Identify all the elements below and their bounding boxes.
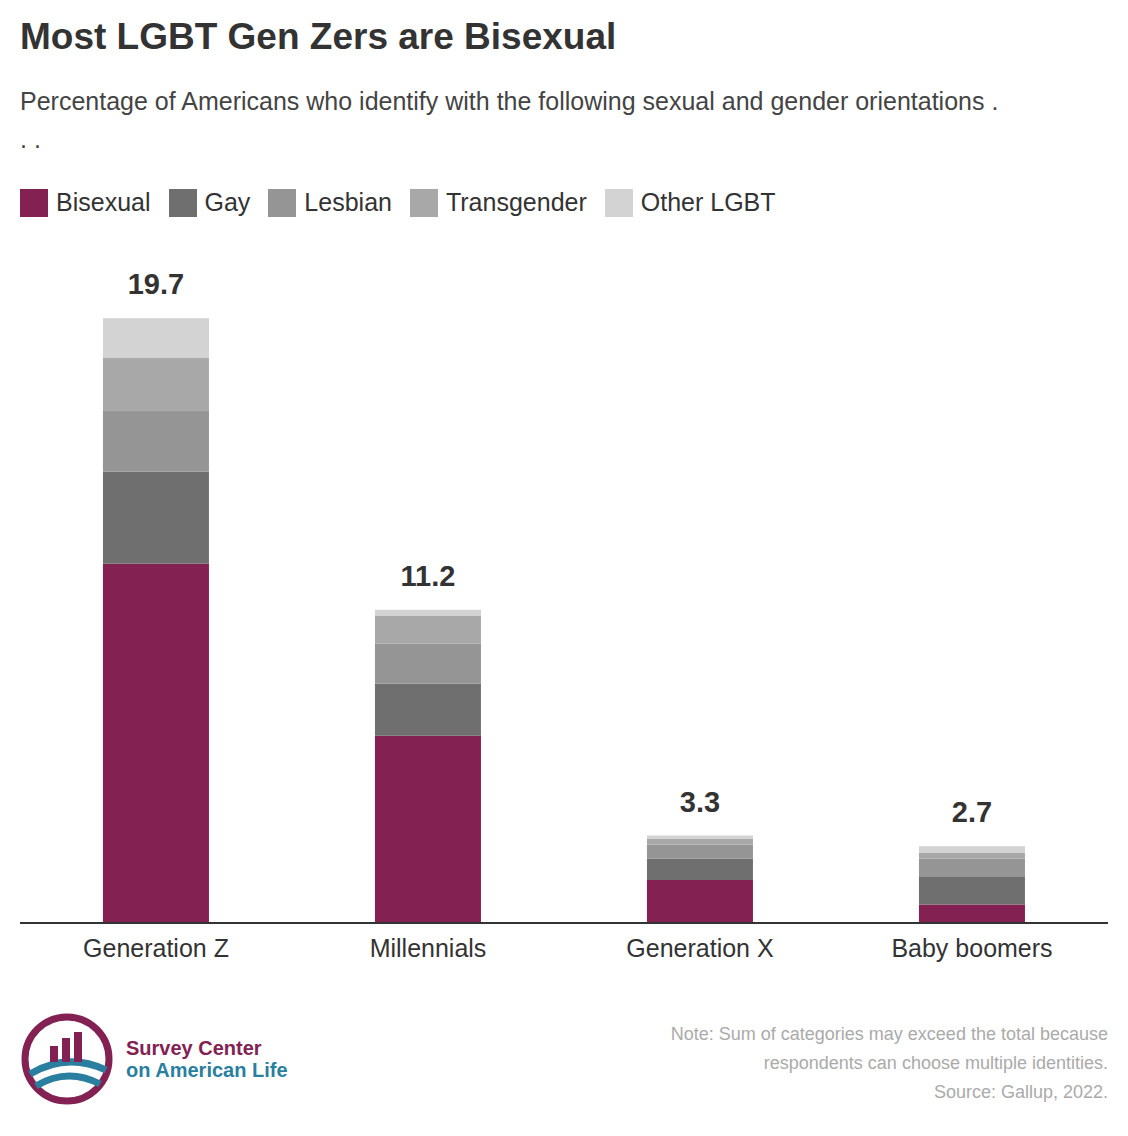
html-text:Source: Gallup, 2022.: Source: Gallup, 2022. <box>933 1082 1108 1102</box>
svg-text:2.7: 2.7 <box>952 796 992 828</box>
svg-text:11.2: 11.2 <box>401 560 456 592</box>
html-text:Gay: Gay <box>204 188 251 216</box>
svg-text:19.7: 19.7 <box>128 268 184 300</box>
html-text:Bisexual: Bisexual <box>56 188 151 216</box>
svg-text:Millennials: Millennials <box>370 934 487 962</box>
html-text:on American Life: on American Life <box>126 1059 288 1081</box>
html-text:Survey Center: Survey Center <box>126 1037 262 1059</box>
svg-text:Baby boomers: Baby boomers <box>891 934 1052 962</box>
svg-text:Generation X: Generation X <box>626 934 774 962</box>
html-text:Lesbian: Lesbian <box>304 188 392 216</box>
svg-text:3.3: 3.3 <box>680 786 720 818</box>
html-text:Transgender: Transgender <box>445 188 587 216</box>
html-text:Note: Sum of categories may ex: Note: Sum of categories may exceed the t… <box>670 1024 1108 1073</box>
svg-text:Generation Z: Generation Z <box>83 934 229 962</box>
html-text:Other LGBT: Other LGBT <box>640 188 776 216</box>
html-text:Percentage of Americans who id: Percentage of Americans who identify wit… <box>20 87 999 153</box>
html-text:Most LGBT Gen Zers are Bisexua: Most LGBT Gen Zers are Bisexual <box>20 16 617 57</box>
